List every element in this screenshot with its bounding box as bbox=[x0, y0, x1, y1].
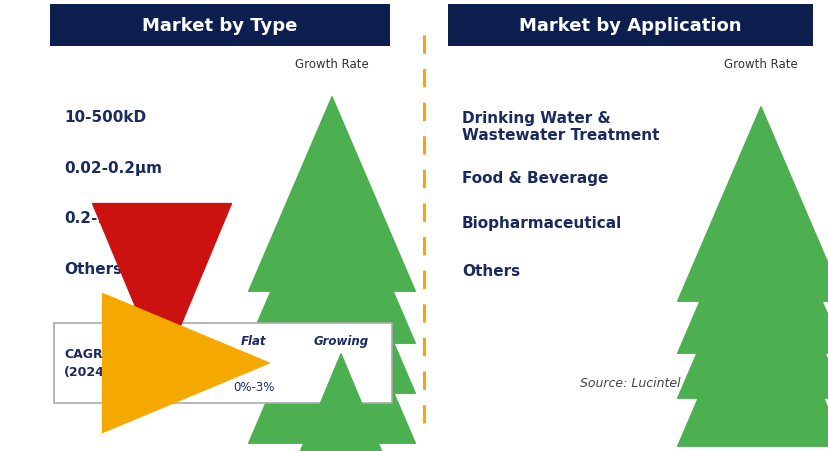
Text: Drinking Water &
Wastewater Treatment: Drinking Water & Wastewater Treatment bbox=[461, 110, 659, 143]
Text: 0%-3%: 0%-3% bbox=[233, 381, 274, 394]
Text: Growth Rate: Growth Rate bbox=[723, 57, 797, 70]
Text: <0%: <0% bbox=[147, 381, 176, 394]
Text: Growth Rate: Growth Rate bbox=[295, 57, 368, 70]
Text: Others: Others bbox=[64, 261, 122, 276]
FancyBboxPatch shape bbox=[50, 5, 389, 47]
Text: Others: Others bbox=[461, 264, 519, 279]
Text: CAGR
(2024-30):: CAGR (2024-30): bbox=[64, 348, 138, 379]
Text: Market by Application: Market by Application bbox=[518, 17, 741, 35]
Text: 0.02-0.2μm: 0.02-0.2μm bbox=[64, 161, 161, 176]
Text: Growing: Growing bbox=[313, 334, 368, 347]
Text: Flat: Flat bbox=[241, 334, 267, 347]
FancyBboxPatch shape bbox=[447, 5, 812, 47]
Text: Source: Lucintel: Source: Lucintel bbox=[580, 377, 680, 390]
Text: Biopharmaceutical: Biopharmaceutical bbox=[461, 216, 622, 231]
Text: Negative: Negative bbox=[132, 334, 191, 347]
Text: >3%: >3% bbox=[326, 381, 354, 394]
Text: Food & Beverage: Food & Beverage bbox=[461, 171, 608, 186]
Text: Market by Type: Market by Type bbox=[142, 17, 297, 35]
Text: 0.2-1μm: 0.2-1μm bbox=[64, 211, 135, 226]
FancyBboxPatch shape bbox=[54, 323, 392, 403]
Text: 10-500kD: 10-500kD bbox=[64, 109, 146, 124]
